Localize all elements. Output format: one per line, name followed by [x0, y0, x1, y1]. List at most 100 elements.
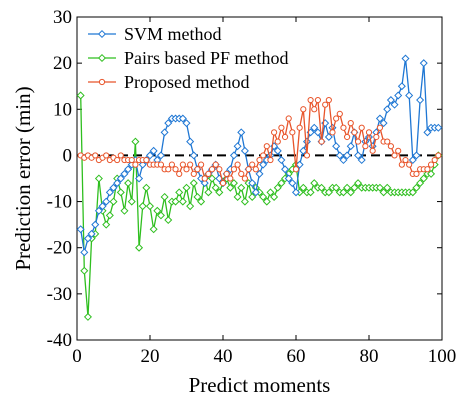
data-point	[127, 197, 136, 206]
x-tick-label: 20	[141, 346, 160, 367]
data-point	[434, 123, 443, 132]
data-point	[212, 161, 219, 168]
data-point	[369, 147, 376, 154]
data-point	[194, 166, 201, 173]
data-point	[116, 188, 125, 197]
data-point	[343, 183, 352, 192]
y-tick-label: 10	[53, 99, 72, 120]
y-tick-label: 30	[53, 7, 72, 28]
data-point	[114, 156, 121, 164]
data-point	[344, 133, 351, 141]
data-point	[310, 123, 319, 132]
data-point	[397, 82, 406, 91]
data-point	[102, 197, 111, 206]
data-point	[143, 156, 150, 164]
data-point	[299, 146, 308, 155]
data-point	[336, 110, 343, 118]
data-point	[273, 146, 282, 155]
data-point	[362, 143, 369, 150]
data-point	[76, 91, 85, 100]
data-point	[419, 59, 428, 68]
data-point	[379, 188, 388, 197]
data-point	[138, 202, 147, 211]
data-point	[208, 166, 216, 173]
data-point	[431, 156, 438, 164]
data-point	[281, 133, 289, 141]
data-point	[197, 197, 206, 206]
data-point	[124, 179, 133, 188]
data-point	[160, 192, 169, 201]
data-point	[198, 161, 205, 168]
y-tick-label: -20	[47, 238, 72, 259]
data-point	[412, 151, 421, 160]
y-tick-label: 0	[63, 145, 73, 166]
data-point	[109, 183, 118, 192]
data-point	[189, 151, 198, 160]
data-point	[288, 179, 297, 188]
data-point	[182, 119, 191, 128]
data-point	[278, 124, 285, 131]
data-point	[317, 183, 326, 192]
data-point	[306, 188, 315, 197]
data-point	[87, 229, 96, 238]
data-point	[175, 188, 184, 197]
data-point	[270, 192, 279, 201]
data-point	[346, 188, 355, 197]
data-point	[405, 91, 414, 100]
data-point	[182, 183, 191, 192]
legend-label: Pairs based PF method	[124, 48, 289, 68]
data-point	[171, 197, 180, 206]
data-point	[189, 179, 198, 188]
data-point	[120, 169, 129, 178]
data-point	[105, 188, 114, 197]
data-point	[302, 137, 311, 146]
data-point	[324, 132, 333, 141]
data-point	[291, 188, 301, 197]
data-point	[296, 124, 303, 131]
data-point	[251, 188, 260, 197]
data-point	[277, 156, 286, 165]
data-point	[208, 174, 217, 183]
data-point	[92, 152, 99, 159]
data-point	[120, 206, 129, 215]
data-point	[131, 137, 140, 146]
data-point	[398, 161, 405, 168]
data-point	[237, 128, 246, 137]
data-point	[83, 312, 92, 321]
data-point	[190, 170, 197, 177]
legend-marker	[97, 53, 107, 63]
data-point	[300, 106, 307, 113]
data-point	[157, 161, 165, 168]
data-point	[233, 192, 242, 201]
data-point	[325, 96, 332, 104]
data-point	[271, 129, 278, 136]
data-point	[216, 166, 223, 173]
data-point	[292, 166, 300, 173]
data-point	[94, 206, 103, 215]
y-axis-label: Prediction error (min)	[11, 86, 35, 270]
data-point	[335, 151, 344, 160]
data-point	[383, 105, 392, 114]
data-point	[259, 192, 268, 201]
data-point	[164, 119, 173, 128]
data-point	[248, 192, 257, 201]
data-point	[149, 225, 158, 234]
data-point	[343, 151, 352, 160]
data-point	[339, 188, 348, 197]
data-point	[248, 179, 257, 188]
data-point	[373, 133, 380, 141]
data-point	[145, 202, 155, 211]
legend-marker	[98, 78, 106, 86]
data-point	[394, 91, 403, 100]
data-point	[285, 115, 292, 122]
data-point	[376, 124, 384, 131]
data-point	[102, 220, 111, 229]
data-point	[401, 54, 410, 63]
data-point	[164, 216, 173, 225]
legend-label: SVM method	[124, 24, 222, 44]
data-point	[354, 179, 363, 188]
data-point	[240, 146, 249, 155]
data-point	[267, 156, 274, 164]
data-point	[227, 175, 234, 182]
